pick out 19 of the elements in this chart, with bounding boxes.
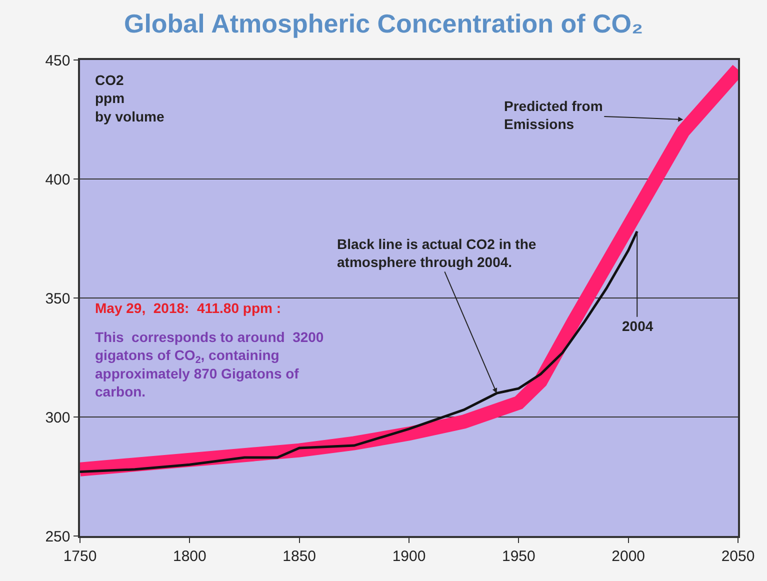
y-axis-title: CO2 ppm by volume bbox=[95, 72, 164, 124]
annotation: This corresponds to around 3200 gigatons of CO$_{2}$, containing approximately 870 Gigatons of carbon. bbox=[95, 329, 324, 400]
x-tick-label: 2050 bbox=[721, 548, 755, 565]
annotation: 2004 bbox=[622, 318, 654, 334]
annotation: May 29, 2018: 411.80 ppm : bbox=[95, 300, 281, 316]
chart-title: Global Atmospheric Concentration of CO₂ bbox=[124, 8, 644, 39]
x-tick-label: 1750 bbox=[63, 548, 97, 565]
x-tick-label: 1950 bbox=[502, 548, 536, 565]
x-tick-label: 1850 bbox=[282, 548, 316, 565]
y-tick-label: 400 bbox=[45, 171, 70, 188]
y-tick-label: 300 bbox=[45, 409, 70, 426]
y-tick-label: 350 bbox=[45, 290, 70, 308]
annotation: Black line is actual CO2 in the atmosphere through 2004. bbox=[337, 236, 536, 270]
x-tick-label: 1800 bbox=[172, 548, 206, 565]
x-tick-label: 2000 bbox=[612, 548, 646, 565]
x-tick-label: 1900 bbox=[392, 548, 426, 565]
y-tick-label: 450 bbox=[45, 52, 70, 70]
annotation: Predicted from Emissions bbox=[504, 98, 603, 132]
y-tick-label: 250 bbox=[45, 528, 70, 546]
